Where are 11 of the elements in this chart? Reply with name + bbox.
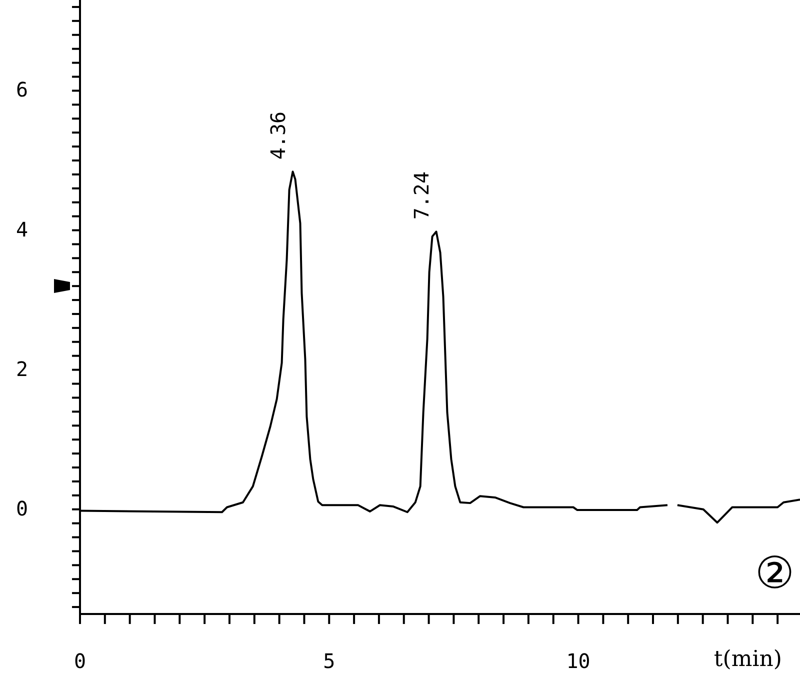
annotation: ② — [755, 548, 794, 599]
y-tick-label: 6 — [16, 78, 28, 102]
x-tick-label: 5 — [323, 649, 336, 673]
y-tick-label: 4 — [16, 217, 28, 242]
y-tick-label: 0 — [16, 496, 28, 520]
x-axis-title: t(min) — [714, 647, 782, 672]
x-tick-label: 0 — [74, 649, 86, 673]
x-tick-label: 10 — [566, 649, 590, 673]
annotation: 4.36 — [266, 111, 290, 160]
annotation: 7.24 — [410, 171, 434, 220]
y-tick-label: 2 — [16, 356, 28, 381]
